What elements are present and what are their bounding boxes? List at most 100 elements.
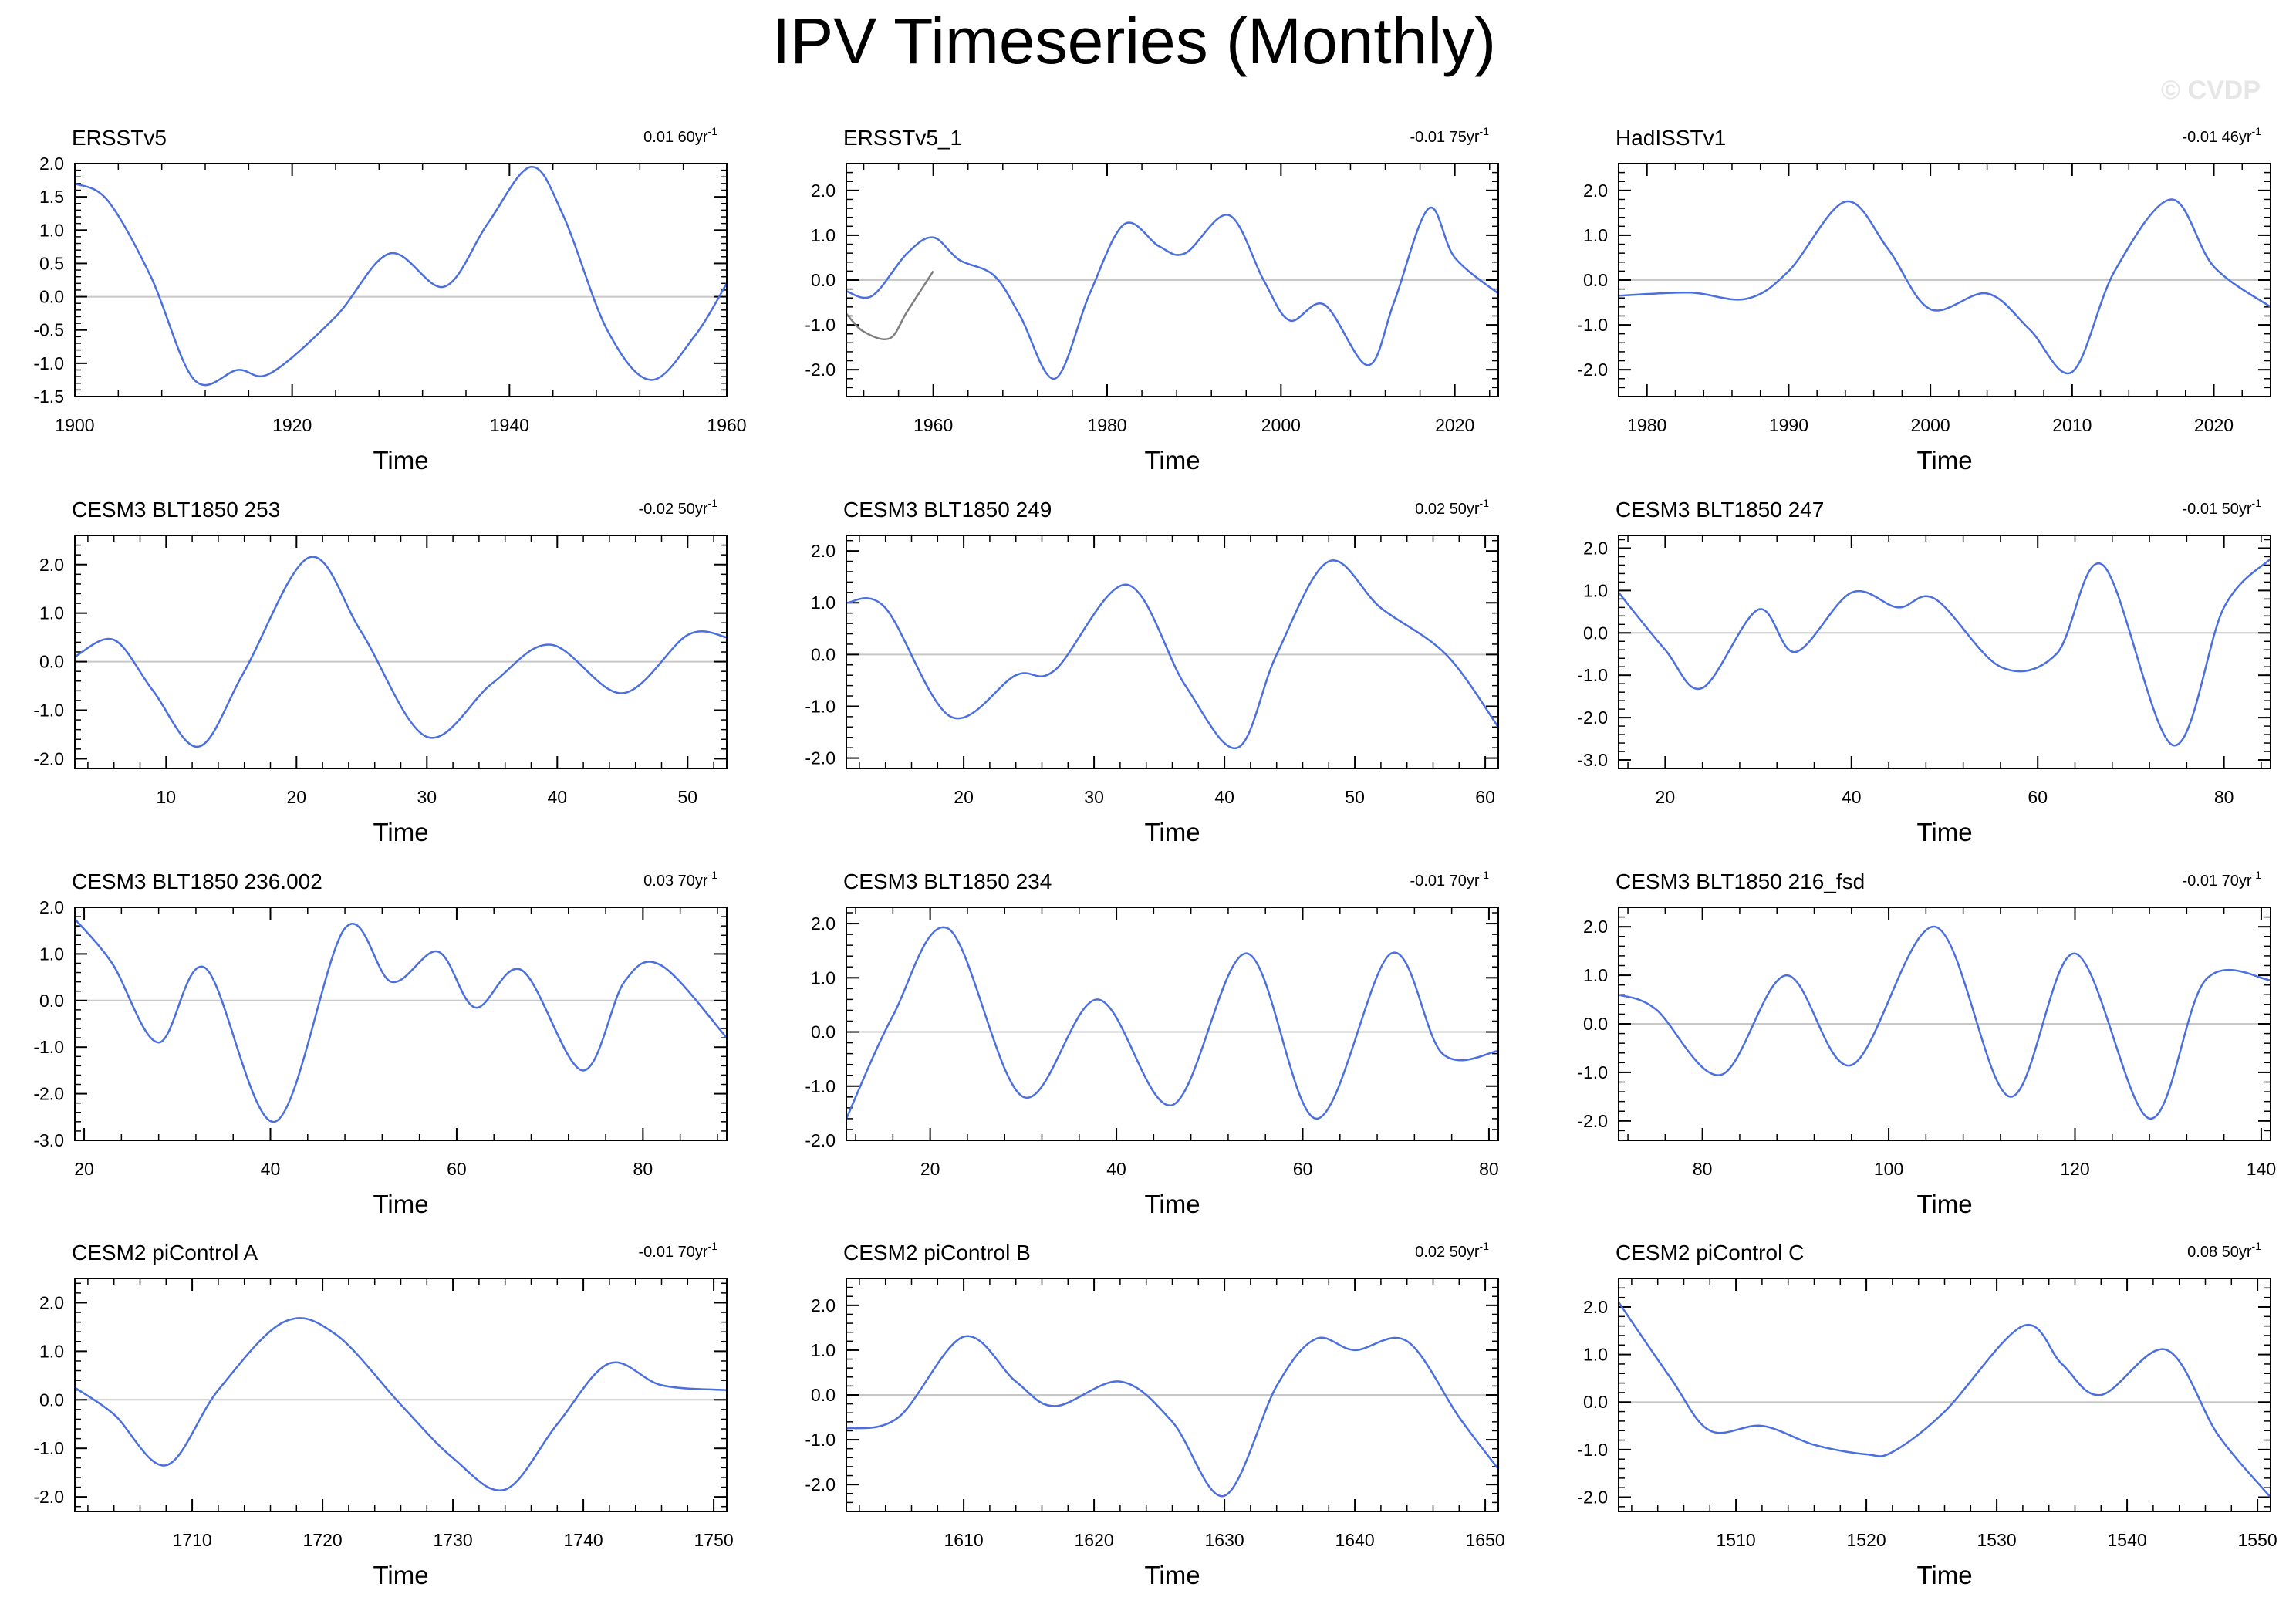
trend-label: -0.01 75yr-1	[1410, 125, 1489, 146]
x-tick-label: 1960	[913, 415, 953, 435]
y-tick-label: 2.0	[1583, 917, 1608, 937]
y-tick-label: 1.0	[39, 944, 64, 964]
trend-exponent: -1	[1480, 1240, 1490, 1252]
trend-label: 0.02 50yr-1	[1415, 497, 1489, 518]
y-tick-label: -0.5	[33, 320, 64, 340]
trend-exponent: -1	[1480, 125, 1490, 137]
trend-label: 0.02 50yr-1	[1415, 1240, 1489, 1261]
x-axis-label: Time	[373, 446, 428, 474]
y-tick-label: 1.0	[1583, 1345, 1608, 1365]
trend-value: 0.02 50yr	[1415, 501, 1480, 518]
y-tick-label: -1.0	[805, 1076, 836, 1096]
trend-value: 0.02 50yr	[1415, 1244, 1480, 1261]
y-tick-label: -2.0	[805, 748, 836, 768]
x-tick-label: 80	[633, 1159, 653, 1179]
trend-exponent: -1	[1480, 869, 1490, 881]
plot-frame	[74, 907, 728, 1141]
y-tick-label: 1.0	[811, 968, 836, 988]
y-tick-label: -1.0	[1577, 1062, 1608, 1082]
trend-exponent: -1	[2252, 1240, 2262, 1252]
y-tick-label: -1.0	[805, 696, 836, 716]
trend-value: 0.03 70yr	[643, 873, 708, 890]
chart-panel: 10 20 30 40 50 -2.0 -1.0 0.0 1.0 2.0 CESM3 BLT1850…	[33, 497, 728, 846]
series-line	[846, 206, 1499, 380]
trend-value: -0.01 50yr	[2182, 501, 2251, 518]
panel-title: HadISSTv1	[1616, 126, 1726, 150]
y-tick-label: 1.0	[1583, 965, 1608, 985]
y-tick-label: -2.0	[1577, 1488, 1608, 1508]
x-tick-label: 1740	[564, 1530, 603, 1550]
x-tick-label: 1630	[1205, 1530, 1244, 1550]
x-tick-label: 60	[1475, 787, 1495, 807]
trend-value: -0.02 50yr	[638, 501, 707, 518]
trend-value: -0.01 75yr	[1410, 129, 1479, 146]
chart-panel: 20 40 60 80 -3.0 -2.0 -1.0 0.0 1.0 2.0 CESM3 BLT18…	[1577, 497, 2271, 846]
y-tick-label: 0.0	[811, 270, 836, 290]
trend-label: 0.01 60yr-1	[643, 125, 718, 146]
y-tick-label: 0.0	[39, 652, 64, 672]
trend-exponent: -1	[2252, 125, 2262, 137]
y-tick-label: 1.0	[39, 220, 64, 240]
plot-frame	[1618, 907, 2271, 1141]
y-tick-label: 2.0	[1583, 1297, 1608, 1317]
y-tick-label: 0.0	[811, 644, 836, 664]
y-tick-label: 1.0	[811, 593, 836, 613]
x-tick-label: 2000	[1261, 415, 1301, 435]
y-tick-label: 2.0	[39, 897, 64, 917]
x-tick-label: 1720	[303, 1530, 343, 1550]
trend-exponent: -1	[2252, 497, 2262, 509]
x-axis-label: Time	[1916, 818, 1972, 846]
trend-exponent: -1	[1480, 497, 1490, 509]
plot-frame	[74, 535, 728, 769]
x-tick-label: 40	[1842, 787, 1862, 807]
y-tick-label: 1.0	[811, 1340, 836, 1360]
y-tick-label: 1.0	[1583, 225, 1608, 245]
x-tick-label: 20	[74, 1159, 94, 1179]
x-tick-label: 1980	[1087, 415, 1126, 435]
panel-title: CESM3 BLT1850 216_fsd	[1616, 870, 1865, 893]
x-axis-label: Time	[1916, 1190, 1972, 1218]
trend-label: -0.01 70yr-1	[1410, 869, 1489, 890]
y-tick-label: 0.0	[811, 1022, 836, 1042]
trend-exponent: -1	[708, 125, 718, 137]
plot-frame	[846, 1278, 1499, 1512]
y-tick-label: 2.0	[811, 541, 836, 561]
trend-label: -0.01 50yr-1	[2182, 497, 2261, 518]
chart-panel: 1510 1520 1530 1540 1550 -2.0 -1.0 0.0 1.0 2.0 CES…	[1577, 1240, 2277, 1589]
x-tick-label: 20	[920, 1159, 940, 1179]
y-tick-label: -3.0	[33, 1130, 64, 1150]
y-tick-label: -1.0	[1577, 665, 1608, 685]
y-tick-label: 2.0	[39, 1292, 64, 1312]
y-tick-label: 0.0	[1583, 1392, 1608, 1412]
y-tick-label: -1.0	[805, 1430, 836, 1450]
series-line	[74, 918, 728, 1123]
x-tick-label: 1920	[272, 415, 312, 435]
y-tick-label: -1.0	[1577, 1440, 1608, 1460]
y-tick-label: -1.0	[33, 1438, 64, 1458]
trend-value: 0.08 50yr	[2187, 1244, 2252, 1261]
y-tick-label: 1.0	[811, 225, 836, 245]
x-tick-label: 1530	[1977, 1530, 2017, 1550]
trend-exponent: -1	[708, 497, 718, 509]
y-tick-label: 1.0	[1583, 580, 1608, 600]
plot-frame	[846, 535, 1499, 769]
x-tick-label: 80	[1693, 1159, 1713, 1179]
plot-frame	[1618, 535, 2271, 769]
x-tick-label: 1540	[2108, 1530, 2147, 1550]
panel-title: CESM2 piControl C	[1616, 1241, 1804, 1265]
x-axis-label: Time	[1144, 1190, 1200, 1218]
y-tick-label: -1.0	[1577, 315, 1608, 335]
y-tick-label: 2.0	[811, 181, 836, 201]
series-line	[1618, 558, 2271, 747]
trend-exponent: -1	[708, 1240, 718, 1252]
x-tick-label: 1550	[2238, 1530, 2277, 1550]
y-tick-label: 0.5	[39, 253, 64, 273]
x-tick-label: 1960	[707, 415, 746, 435]
plot-frame	[1618, 1278, 2271, 1512]
y-tick-label: -2.0	[33, 748, 64, 768]
x-tick-label: 20	[287, 787, 307, 807]
x-tick-label: 80	[2214, 787, 2234, 807]
x-tick-label: 10	[157, 787, 177, 807]
x-axis-label: Time	[1144, 1561, 1200, 1589]
panel-title: CESM2 piControl B	[843, 1241, 1031, 1265]
